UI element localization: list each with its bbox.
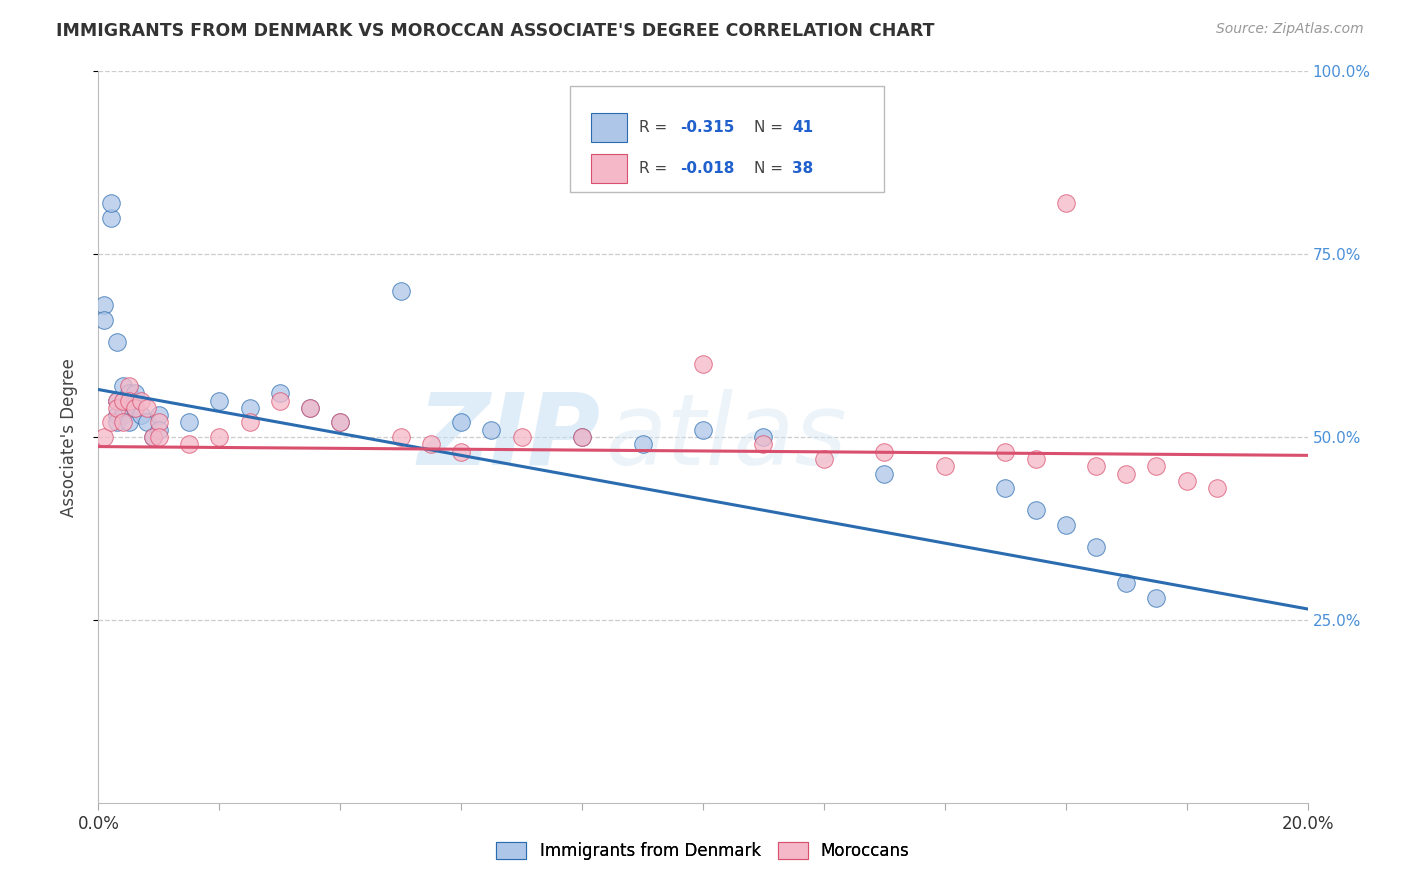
Text: Source: ZipAtlas.com: Source: ZipAtlas.com [1216, 22, 1364, 37]
Point [1054, 196, 1077, 211]
Point [93, 313, 115, 327]
Point [111, 379, 134, 393]
Point [111, 416, 134, 430]
Point [1024, 503, 1046, 517]
Point [571, 430, 593, 444]
Point [510, 430, 533, 444]
Point [1144, 459, 1167, 474]
Bar [591, 112, 627, 142]
Point [692, 357, 714, 371]
Point [118, 386, 141, 401]
Point [239, 416, 262, 430]
Point [118, 393, 141, 408]
Point [93, 430, 115, 444]
Point [631, 437, 654, 451]
Point [934, 459, 956, 474]
Point [481, 423, 503, 437]
Point [1175, 474, 1198, 488]
Point [179, 416, 201, 430]
Point [420, 437, 443, 451]
Text: -0.315: -0.315 [681, 120, 734, 135]
Point [692, 423, 714, 437]
Point [208, 393, 231, 408]
Text: -0.018: -0.018 [681, 161, 734, 176]
Text: atlas: atlas [606, 389, 848, 485]
Point [752, 437, 775, 451]
Text: N =: N = [754, 161, 787, 176]
Point [450, 416, 472, 430]
Point [105, 393, 128, 408]
Text: R =: R = [638, 161, 672, 176]
Point [100, 211, 122, 225]
Point [93, 298, 115, 312]
Point [105, 416, 128, 430]
Point [124, 386, 146, 401]
Point [148, 423, 170, 437]
Point [1206, 481, 1229, 495]
Point [299, 401, 322, 415]
Point [135, 401, 157, 415]
Point [111, 393, 134, 408]
Point [100, 416, 122, 430]
Point [571, 430, 593, 444]
Text: IMMIGRANTS FROM DENMARK VS MOROCCAN ASSOCIATE'S DEGREE CORRELATION CHART: IMMIGRANTS FROM DENMARK VS MOROCCAN ASSO… [56, 22, 935, 40]
Point [389, 284, 412, 298]
Point [118, 401, 141, 415]
Text: ZIP: ZIP [418, 389, 600, 485]
Point [1115, 467, 1137, 481]
Text: R =: R = [638, 120, 672, 135]
Legend: Immigrants from Denmark, Moroccans: Immigrants from Denmark, Moroccans [496, 842, 910, 860]
Text: 38: 38 [793, 161, 814, 176]
Point [179, 437, 201, 451]
Point [269, 386, 291, 401]
Point [118, 379, 141, 393]
Point [1115, 576, 1137, 591]
Point [1144, 591, 1167, 605]
Point [111, 393, 134, 408]
Point [1085, 459, 1108, 474]
Point [994, 481, 1017, 495]
Point [873, 467, 896, 481]
Point [389, 430, 412, 444]
Point [1054, 517, 1077, 532]
Text: N =: N = [754, 120, 787, 135]
Point [239, 401, 262, 415]
FancyBboxPatch shape [569, 86, 884, 192]
Text: 41: 41 [793, 120, 814, 135]
Point [105, 393, 128, 408]
Point [129, 393, 152, 408]
Point [148, 416, 170, 430]
Point [329, 416, 352, 430]
Point [1085, 540, 1108, 554]
Point [299, 401, 322, 415]
Point [124, 401, 146, 415]
Point [142, 430, 165, 444]
Point [329, 416, 352, 430]
Point [208, 430, 231, 444]
Bar [591, 154, 627, 183]
Point [148, 408, 170, 422]
Point [269, 393, 291, 408]
Point [752, 430, 775, 444]
Point [105, 401, 128, 415]
Point [813, 452, 835, 467]
Point [873, 444, 896, 458]
Point [124, 401, 146, 415]
Point [135, 416, 157, 430]
Point [100, 196, 122, 211]
Point [105, 408, 128, 422]
Point [105, 334, 128, 349]
Y-axis label: Associate's Degree: Associate's Degree [59, 358, 77, 516]
Point [148, 430, 170, 444]
Point [129, 408, 152, 422]
Point [118, 416, 141, 430]
Point [111, 408, 134, 422]
Point [994, 444, 1017, 458]
Point [142, 430, 165, 444]
Point [450, 444, 472, 458]
Point [1024, 452, 1046, 467]
